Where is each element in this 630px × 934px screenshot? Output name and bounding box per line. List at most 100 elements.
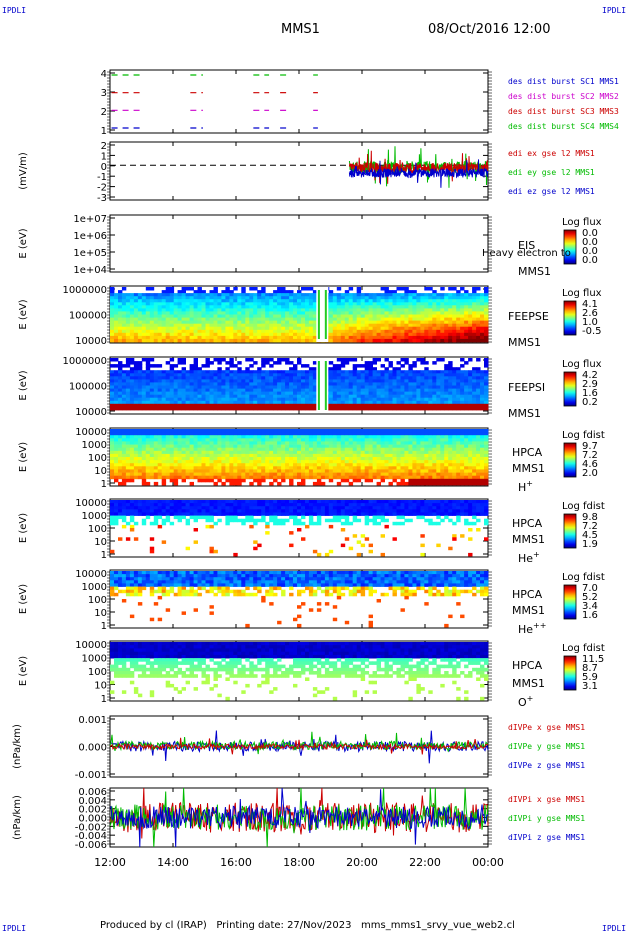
ytick-label-feepsi: 100000 bbox=[69, 382, 107, 393]
legend-dvpe: dIVPe x gse MMS1 bbox=[508, 723, 585, 732]
colorbar-tick-feepse: 2.6 bbox=[582, 308, 598, 319]
ytick-label-hpca_o: 1 bbox=[101, 694, 107, 705]
ytick-label-hpca_he: 10 bbox=[94, 537, 107, 548]
ytick-label-dvpi: 0.000 bbox=[78, 814, 107, 825]
colorbar-tick-hpca_h: 7.2 bbox=[582, 450, 598, 461]
colorbar-tick-hpca_hepp: 1.6 bbox=[582, 610, 598, 621]
ytick-label-hpca_o: 10 bbox=[94, 681, 107, 692]
colorbar-tick-hpca_o: 11.5 bbox=[582, 654, 604, 665]
colorbar-tick-feepsi: 0.2 bbox=[582, 397, 598, 408]
footer-text: Produced by cl (IRAP) Printing date: 27/… bbox=[100, 920, 515, 931]
instrument-label-feepsi: FEEPSI bbox=[508, 381, 545, 394]
colorbar-tick-eis: 0.0 bbox=[582, 255, 598, 266]
colorbar-tick-hpca_o: 3.1 bbox=[582, 681, 598, 692]
legend-dvpi: dIVPi y gse MMS1 bbox=[508, 814, 585, 823]
colorbar-tick-hpca_he: 1.9 bbox=[582, 539, 598, 550]
colorbar-tick-hpca_hepp: 7.0 bbox=[582, 583, 598, 594]
colorbar-tick-hpca_o: 5.9 bbox=[582, 672, 598, 683]
colorbar-tick-feepsi: 4.2 bbox=[582, 370, 598, 381]
colorbar-tick-hpca_hepp: 3.4 bbox=[582, 601, 598, 612]
ytick-label-burst: 4 bbox=[101, 69, 107, 80]
species-label-hpca_hepp: He++ bbox=[518, 621, 546, 636]
ytick-label-hpca_h: 10000 bbox=[75, 427, 107, 438]
spectrogram-feepse bbox=[110, 287, 489, 343]
colorbar-hpca_h bbox=[563, 442, 577, 478]
colorbar-title-hpca_o: Log fdist bbox=[562, 643, 605, 654]
colorbar-title-hpca_he: Log fdist bbox=[562, 501, 605, 512]
ytick-label-feepse: 1000000 bbox=[62, 285, 107, 296]
species-label-hpca_h: H+ bbox=[518, 479, 533, 494]
instrument-label-feepse: FEEPSE bbox=[508, 310, 549, 323]
corner-label-bl: IPDLI bbox=[2, 924, 27, 933]
ytick-label-hpca_o: 1000 bbox=[82, 654, 107, 665]
colorbar-tick-hpca_h: 9.7 bbox=[582, 441, 598, 452]
ytick-label-dvpi: 0.002 bbox=[78, 805, 107, 816]
colorbar-title-eis: Log flux bbox=[562, 217, 602, 228]
legend-burst: des dist burst SC3 MMS3 bbox=[508, 107, 619, 116]
ylabel-hpca_hepp: E (eV) bbox=[18, 584, 29, 614]
colorbar-title-feepsi: Log flux bbox=[562, 359, 602, 370]
ytick-label-hpca_hepp: 10 bbox=[94, 608, 107, 619]
ytick-label-hpca_he: 1 bbox=[101, 550, 107, 561]
legend-burst: des dist burst SC2 MMS2 bbox=[508, 92, 619, 101]
ytick-label-edi: 1 bbox=[101, 151, 107, 162]
colorbar-tick-hpca_h: 4.6 bbox=[582, 459, 598, 470]
corner-label-tr: IPDLI bbox=[602, 6, 627, 15]
eis-overlay-text: Heavy electron to bbox=[482, 248, 571, 259]
ytick-label-hpca_he: 100 bbox=[88, 524, 107, 535]
xtick-label: 18:00 bbox=[283, 856, 315, 869]
instrument-label-hpca_h: HPCA bbox=[512, 446, 543, 459]
spacecraft-label-feepsi: MMS1 bbox=[508, 407, 541, 420]
instrument-label-eis: EIS bbox=[518, 239, 535, 252]
ytick-label-eis: 1e+04 bbox=[73, 265, 107, 276]
ytick-label-dvpi: -0.006 bbox=[75, 840, 107, 851]
spacecraft-label-hpca_o: MMS1 bbox=[512, 677, 545, 690]
date-title: 08/Oct/2016 12:00 bbox=[428, 22, 551, 37]
ytick-label-feepse: 100000 bbox=[69, 311, 107, 322]
ytick-label-hpca_hepp: 10000 bbox=[75, 569, 107, 580]
instrument-label-hpca_he: HPCA bbox=[512, 517, 543, 530]
ytick-label-hpca_h: 10 bbox=[94, 466, 107, 477]
xtick-label: 22:00 bbox=[409, 856, 441, 869]
ytick-label-dvpi: -0.002 bbox=[75, 822, 107, 833]
legend-burst: des dist burst SC4 MMS4 bbox=[508, 122, 619, 131]
colorbar-tick-eis: 0.0 bbox=[582, 246, 598, 257]
ytick-label-feepse: 10000 bbox=[75, 336, 107, 347]
legend-edi: edi ez gse l2 MMS1 bbox=[508, 187, 595, 196]
colorbar-hpca_hepp bbox=[563, 584, 577, 620]
colorbar-tick-eis: 0.0 bbox=[582, 237, 598, 248]
colorbar-hpca_he bbox=[563, 513, 577, 549]
spectrogram-hpca_hepp bbox=[110, 571, 489, 628]
ytick-label-dvpi: -0.004 bbox=[75, 831, 107, 842]
spacecraft-label-eis: MMS1 bbox=[518, 265, 551, 278]
corner-label-br: IPDLI bbox=[602, 924, 627, 933]
spectrogram-feepsi bbox=[110, 358, 489, 413]
colorbar-hpca_o bbox=[563, 655, 577, 691]
spectrogram-hpca_he bbox=[110, 500, 489, 557]
legend-dvpi: dIVPi z gse MMS1 bbox=[508, 833, 585, 842]
ytick-label-eis: 1e+05 bbox=[73, 248, 107, 259]
colorbar-feepse bbox=[563, 300, 577, 336]
ytick-label-burst: 2 bbox=[101, 107, 107, 118]
colorbar-tick-hpca_o: 8.7 bbox=[582, 663, 598, 674]
panel-frame-burst bbox=[109, 69, 489, 134]
ytick-label-hpca_o: 10000 bbox=[75, 640, 107, 651]
spectrogram-hpca_h bbox=[110, 429, 489, 486]
spacecraft-title: MMS1 bbox=[281, 22, 320, 37]
ytick-label-feepsi: 1000000 bbox=[62, 356, 107, 367]
spacecraft-label-feepse: MMS1 bbox=[508, 336, 541, 349]
ytick-label-hpca_h: 1000 bbox=[82, 440, 107, 451]
ylabel-dvpi: (nPa/km) bbox=[12, 795, 23, 840]
legend-burst: des dist burst SC1 MMS1 bbox=[508, 77, 619, 86]
ylabel-eis: E (eV) bbox=[18, 228, 29, 258]
spacecraft-label-hpca_hepp: MMS1 bbox=[512, 604, 545, 617]
ytick-label-feepsi: 10000 bbox=[75, 407, 107, 418]
colorbar-tick-feepsi: 2.9 bbox=[582, 379, 598, 390]
ytick-label-hpca_he: 1000 bbox=[82, 511, 107, 522]
ytick-label-burst: 3 bbox=[101, 88, 107, 99]
xtick-label: 00:00 bbox=[472, 856, 504, 869]
legend-edi: edi ex gse l2 MMS1 bbox=[508, 149, 595, 158]
ytick-label-hpca_hepp: 100 bbox=[88, 595, 107, 606]
ylabel-edi: (mV/m) bbox=[18, 152, 29, 190]
